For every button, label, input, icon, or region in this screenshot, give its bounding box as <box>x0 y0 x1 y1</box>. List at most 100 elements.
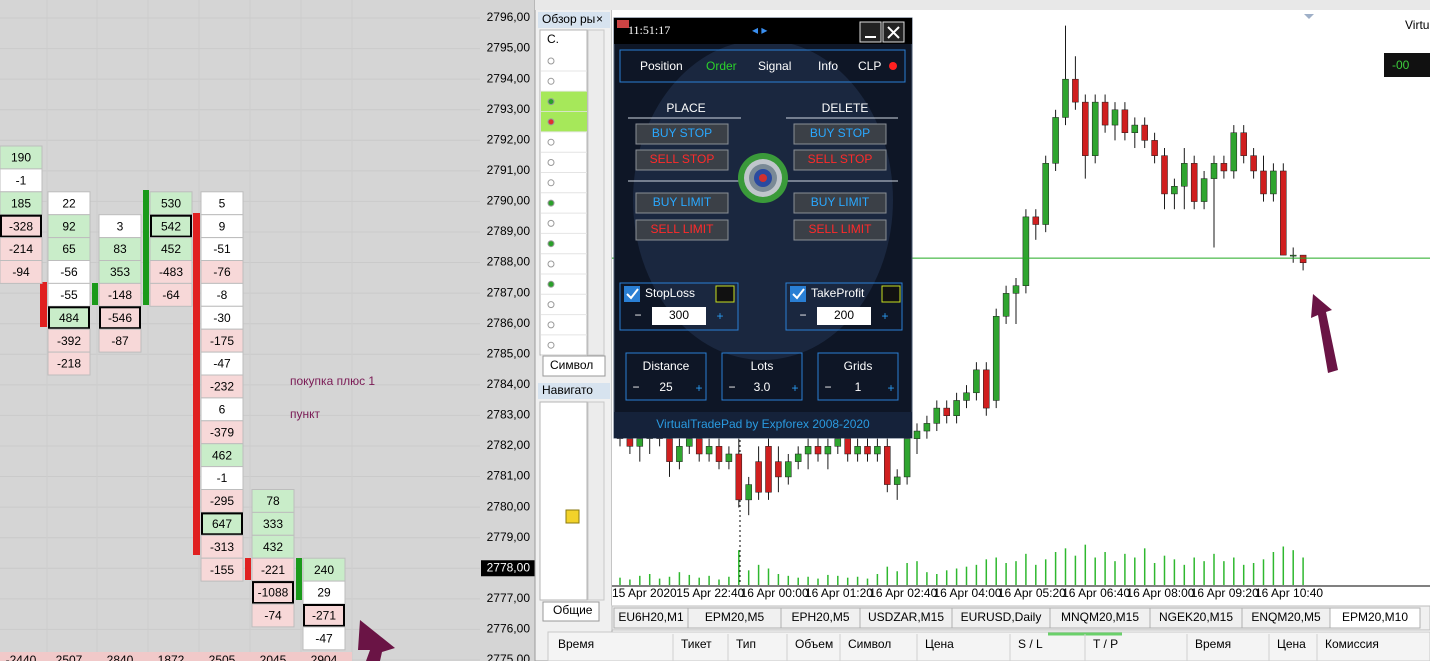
candle-body <box>913 430 921 439</box>
value-box <box>817 307 871 325</box>
terminal-column: Комиссия <box>1325 637 1379 651</box>
footprint-value: 484 <box>59 311 79 325</box>
mw-icon <box>547 280 555 288</box>
param-frame <box>817 352 899 401</box>
check-mark <box>792 288 805 300</box>
mw-icon <box>547 159 555 166</box>
footprint-value: -94 <box>12 265 30 279</box>
footprint-value: -214 <box>9 242 33 256</box>
chart-tab-label: EPM20,M5 <box>705 610 765 624</box>
footprint-cell <box>252 581 294 604</box>
candle-body <box>874 446 881 455</box>
param-frame <box>625 352 707 401</box>
footprint-cell <box>302 626 346 651</box>
footprint-value: -1 <box>16 174 27 188</box>
chart-tab[interactable] <box>1329 607 1421 629</box>
order-button[interactable] <box>793 192 887 214</box>
nav-header <box>538 383 610 399</box>
footprint-value: 65 <box>62 242 76 256</box>
pad-time: 11:51:17 <box>628 23 670 37</box>
mw-highlight <box>541 91 587 112</box>
footprint-value: 6 <box>219 403 226 417</box>
mw-tab[interactable] <box>542 355 606 377</box>
pad-tab: Info <box>818 59 838 73</box>
candle-body <box>1190 163 1198 202</box>
close-btn[interactable]: × <box>596 12 603 26</box>
plus-btn[interactable]: + <box>716 309 723 323</box>
order-button-label: BUY LIMIT <box>653 195 712 209</box>
footprint-value: -87 <box>111 334 129 348</box>
order-button[interactable] <box>793 149 887 171</box>
order-button[interactable] <box>635 219 729 241</box>
totals-row <box>0 652 352 661</box>
chart-tab-label: MNQM20,M15 <box>1061 610 1139 624</box>
nav-icon <box>565 509 580 524</box>
plus-btn[interactable]: + <box>791 381 798 395</box>
plus-btn[interactable]: + <box>887 381 894 395</box>
target-icon <box>759 174 767 182</box>
price-label: 2776,00 <box>487 622 531 636</box>
order-button[interactable] <box>635 149 729 171</box>
footprint-value: -295 <box>210 494 234 508</box>
candle-body <box>725 453 733 462</box>
footprint-value: -64 <box>162 288 180 302</box>
minus-btn[interactable]: − <box>632 380 639 394</box>
wave-icon[interactable] <box>715 285 735 303</box>
time-label: 15 Apr 2020 <box>612 586 677 600</box>
mw-icon <box>547 77 555 85</box>
minus-btn[interactable]: − <box>799 308 806 322</box>
footprint-cell <box>200 557 244 582</box>
plus-btn[interactable]: + <box>695 381 702 395</box>
candle-body <box>844 438 851 455</box>
order-button[interactable] <box>793 123 887 145</box>
mw-highlight <box>541 111 587 132</box>
terminal-column: Символ <box>848 637 891 651</box>
footprint-value: -175 <box>210 334 234 348</box>
order-button[interactable] <box>793 219 887 241</box>
checkbox[interactable] <box>624 286 640 302</box>
nav-arrows[interactable]: ◂ ▸ <box>752 23 767 37</box>
candle-body <box>824 446 832 455</box>
chart-tab-label: NGEK20,M15 <box>1159 610 1233 624</box>
param-label: Lots <box>751 359 774 373</box>
terminal-column: Тип <box>736 637 756 651</box>
footprint-cell <box>201 512 243 536</box>
minus-btn[interactable]: − <box>824 380 831 394</box>
plus-btn[interactable]: + <box>881 309 888 323</box>
mw-icon <box>547 219 555 227</box>
checkbox[interactable] <box>790 286 806 302</box>
footprint-value: 22 <box>62 196 76 210</box>
order-button-label: BUY LIMIT <box>811 195 870 209</box>
footprint-cell <box>0 214 42 238</box>
nav-tree <box>539 401 588 601</box>
total-value: 2507 <box>56 653 83 661</box>
chart-tab-label: USDZAR,M15 <box>868 610 944 624</box>
pad-tab: Order <box>706 59 737 73</box>
footprint-cell <box>251 603 295 628</box>
sl-tp-label: StopLoss <box>645 286 695 300</box>
footprint-value: 78 <box>266 494 280 508</box>
footprint-value: 240 <box>314 563 334 577</box>
min-btn[interactable] <box>859 21 882 43</box>
terminal-column: Время <box>558 637 594 651</box>
footprint-value: -30 <box>213 311 231 325</box>
terminal-column: Тикет <box>681 637 712 651</box>
time-label: 16 Apr 09:20 <box>1191 586 1259 600</box>
candle-body <box>745 484 752 501</box>
candle-body <box>1280 170 1287 256</box>
candle-body <box>1022 216 1030 286</box>
candle-body <box>854 446 861 455</box>
wave-icon[interactable] <box>881 285 901 303</box>
candle-body <box>1270 170 1277 195</box>
time-label: 16 Apr 00:00 <box>741 586 809 600</box>
nav-tab[interactable] <box>542 601 600 622</box>
minus-btn[interactable]: − <box>634 308 641 322</box>
terminal-column: T / P <box>1093 637 1118 651</box>
order-button[interactable] <box>635 192 729 214</box>
order-button[interactable] <box>635 123 729 145</box>
minus-btn[interactable]: − <box>728 380 735 394</box>
delta-bar <box>296 558 302 600</box>
candle-body <box>686 438 693 447</box>
close-icon <box>887 26 900 39</box>
total-value: 2904 <box>311 653 338 661</box>
